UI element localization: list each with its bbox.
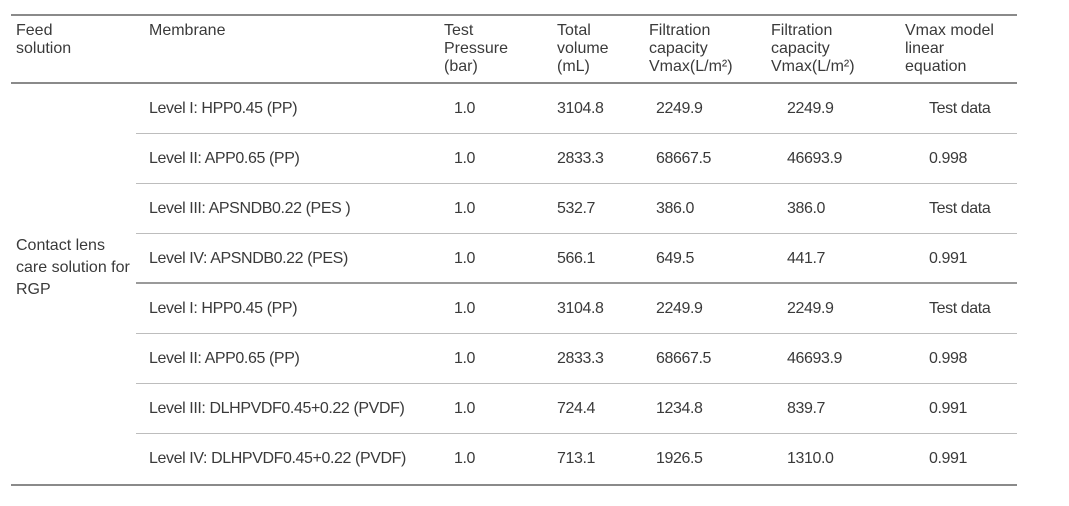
header-membrane: Membrane [149,22,226,39]
row-divider [136,383,1017,384]
cell-model: 0.998 [929,350,968,367]
cell-cap2: 2249.9 [787,100,834,117]
cell-pressure: 1.0 [454,400,476,417]
cell-membrane: Level II: APP0.65 (PP) [149,150,300,167]
table-row: Level IV: APSNDB0.22 (PES) 1.0 566.1 649.5 4… [136,234,1017,284]
cell-pressure: 1.0 [454,150,476,167]
table-top-rule [11,14,1017,16]
cell-membrane: Level IV: DLHPVDF0.45+0.22 (PVDF) [149,450,406,467]
cell-volume: 3104.8 [557,100,604,117]
cell-cap1: 68667.5 [656,150,712,167]
cell-volume: 713.1 [557,450,596,467]
cell-cap1: 2249.9 [656,300,703,317]
row-divider [136,282,1017,284]
cell-membrane: Level I: HPP0.45 (PP) [149,300,298,317]
cell-cap2: 441.7 [787,250,826,267]
header-feed-solution: Feed solution [16,22,72,57]
cell-cap1: 649.5 [656,250,695,267]
table-bottom-rule [11,484,1017,486]
header-test-pressure: Test Pressure (bar) [444,22,509,75]
cell-pressure: 1.0 [454,200,476,217]
cell-membrane: Level II: APP0.65 (PP) [149,350,300,367]
row-divider [136,433,1017,434]
row-divider [136,183,1017,184]
cell-cap1: 68667.5 [656,350,712,367]
header-filtration-capacity-2: Filtration capacity Vmax(L/m²) [771,22,855,75]
table-row: Level III: APSNDB0.22 (PES ) 1.0 532.7 386.… [136,184,1017,234]
table-header: Feed solution Membrane Test Pressure (ba… [11,16,1017,82]
cell-cap2: 46693.9 [787,350,843,367]
header-vmax-model: Vmax model linear equation [905,22,994,75]
cell-cap1: 2249.9 [656,100,703,117]
cell-pressure: 1.0 [454,100,476,117]
cell-volume: 2833.3 [557,350,604,367]
cell-model: 0.998 [929,150,968,167]
cell-membrane: Level IV: APSNDB0.22 (PES) [149,250,348,267]
header-total-volume: Total volume (mL) [557,22,609,75]
cell-model: 0.991 [929,250,968,267]
cell-model: 0.991 [929,450,968,467]
cell-pressure: 1.0 [454,450,476,467]
feed-solution-label: Contact lens care solution for RGP [16,237,130,298]
table-row: Level IV: DLHPVDF0.45+0.22 (PVDF) 1.0 713.… [136,434,1017,484]
table-row: Level II: APP0.65 (PP) 1.0 2833.3 68667.5 46… [136,334,1017,384]
cell-volume: 2833.3 [557,150,604,167]
cell-cap1: 386.0 [656,200,695,217]
cell-cap2: 839.7 [787,400,826,417]
cell-pressure: 1.0 [454,300,476,317]
table-row: Level II: APP0.65 (PP) 1.0 2833.3 68667.5 46… [136,134,1017,184]
cell-cap2: 386.0 [787,200,826,217]
cell-cap2: 1310.0 [787,450,834,467]
cell-membrane: Level III: APSNDB0.22 (PES ) [149,200,351,217]
table-row: Level I: HPP0.45 (PP) 1.0 3104.8 2249.9 2249… [136,84,1017,134]
cell-volume: 3104.8 [557,300,604,317]
row-divider [136,233,1017,234]
cell-cap1: 1234.8 [656,400,703,417]
table-row: Level III: DLHPVDF0.45+0.22 (PVDF) 1.0 724… [136,384,1017,434]
cell-pressure: 1.0 [454,250,476,267]
cell-cap2: 46693.9 [787,150,843,167]
cell-cap1: 1926.5 [656,450,703,467]
cell-volume: 566.1 [557,250,596,267]
cell-pressure: 1.0 [454,350,476,367]
row-divider [136,333,1017,334]
header-rule [11,82,1017,84]
cell-model: Test data [929,100,991,117]
header-filtration-capacity-1: Filtration capacity Vmax(L/m²) [649,22,733,75]
cell-volume: 532.7 [557,200,596,217]
cell-volume: 724.4 [557,400,596,417]
cell-model: Test data [929,200,991,217]
cell-model: 0.991 [929,400,968,417]
cell-membrane: Level III: DLHPVDF0.45+0.22 (PVDF) [149,400,405,417]
cell-membrane: Level I: HPP0.45 (PP) [149,100,298,117]
cell-model: Test data [929,300,991,317]
cell-cap2: 2249.9 [787,300,834,317]
row-divider [136,133,1017,134]
table-row: Level I: HPP0.45 (PP) 1.0 3104.8 2249.9 2249… [136,284,1017,334]
